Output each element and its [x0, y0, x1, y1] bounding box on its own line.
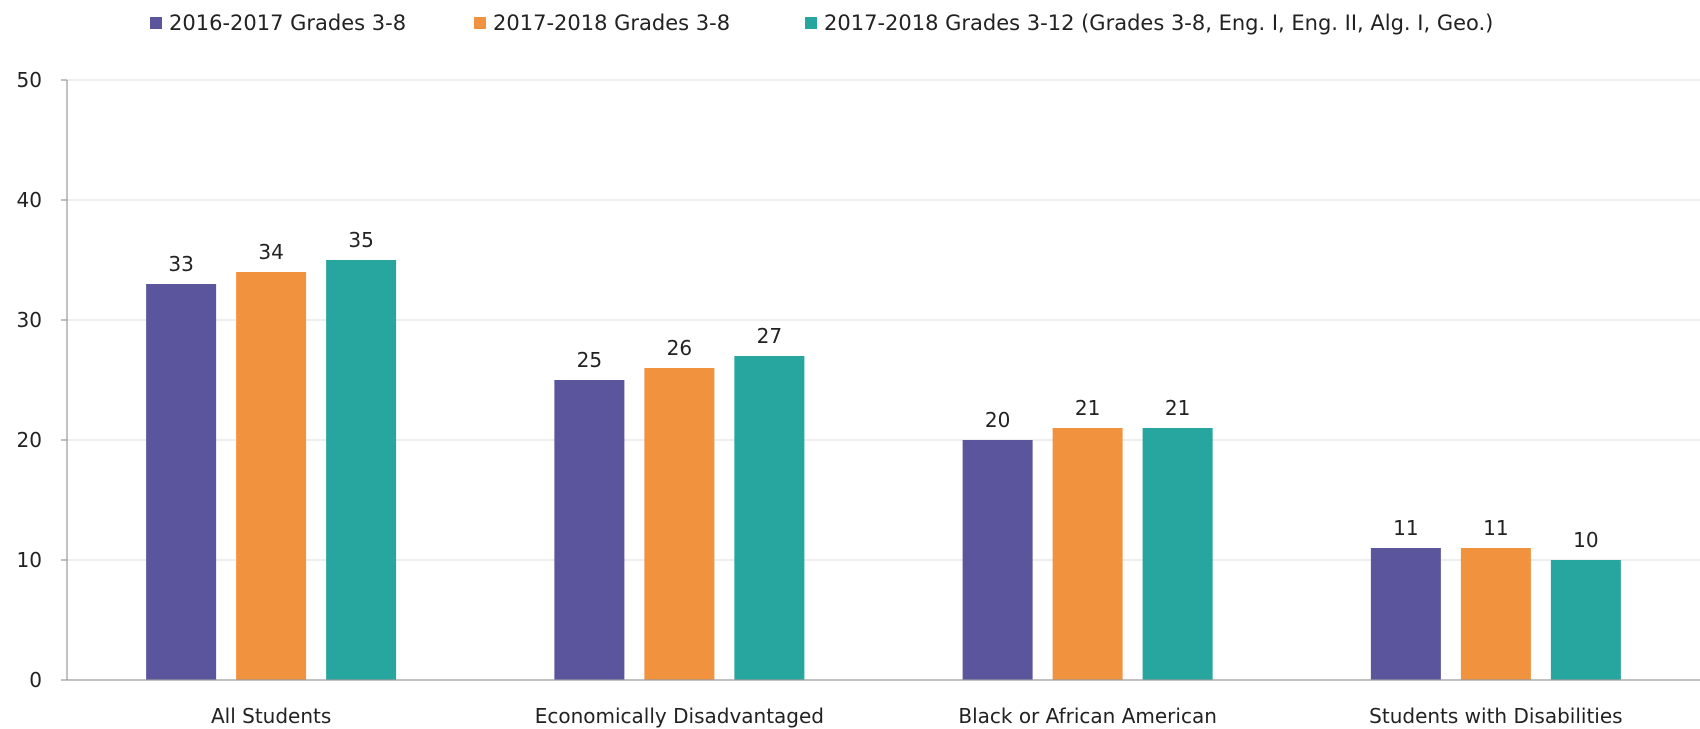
bar-1-series-2	[236, 272, 307, 680]
legend-label-series-3: 2017-2018 Grades 3-12 (Grades 3-8, Eng. …	[824, 11, 1494, 35]
bars	[146, 260, 1621, 680]
x-axis: All Students Economically Disadvantaged Bl…	[67, 679, 1700, 728]
data-label-3-series-2: 21	[1075, 396, 1100, 420]
data-label-3-series-3: 21	[1165, 396, 1190, 420]
data-label-4-series-3: 10	[1573, 528, 1598, 552]
data-labels: 33 34 35 25 26 27 20 21 21 11 11 10	[168, 228, 1598, 552]
legend-item-series-3: 2017-2018 Grades 3-12 (Grades 3-8, Eng. …	[805, 6, 1493, 40]
bar-4-series-3	[1550, 560, 1621, 680]
data-label-4-series-1: 11	[1393, 516, 1418, 540]
bar-4-series-1	[1370, 548, 1441, 680]
bar-2-series-1	[554, 380, 625, 680]
gridlines	[67, 79, 1700, 561]
bar-2-series-2	[644, 368, 715, 680]
bar-3-series-1	[962, 440, 1033, 680]
data-label-4-series-2: 11	[1483, 516, 1508, 540]
data-label-1-series-3: 35	[348, 228, 373, 252]
y-tick-label-50: 50	[17, 68, 42, 92]
data-label-2-series-1: 25	[577, 348, 602, 372]
legend-item-series-1: 2016-2017 Grades 3-8	[150, 6, 406, 40]
y-tick-label-40: 40	[17, 188, 42, 212]
legend-swatch-series-3	[805, 17, 817, 29]
chart-legend: 2016-2017 Grades 3-8 2017-2018 Grades 3-…	[0, 6, 1700, 40]
x-tick-label-2: Economically Disadvantaged	[535, 704, 824, 728]
bar-1-series-3	[326, 260, 397, 680]
y-axis: 0 10 20 30 40 50	[17, 68, 68, 692]
bar-4-series-2	[1460, 548, 1531, 680]
bar-1-series-1	[146, 284, 217, 680]
data-label-1-series-2: 34	[258, 240, 283, 264]
x-tick-label-1: All Students	[211, 704, 331, 728]
bar-3-series-2	[1052, 428, 1123, 680]
y-tick-label-10: 10	[17, 548, 42, 572]
y-tick-label-0: 0	[29, 668, 42, 692]
y-tick-label-20: 20	[17, 428, 42, 452]
x-tick-label-3: Black or African American	[958, 704, 1217, 728]
y-tick-label-30: 30	[17, 308, 42, 332]
x-tick-label-4: Students with Disabilities	[1369, 704, 1622, 728]
legend-swatch-series-2	[474, 17, 486, 29]
data-label-2-series-3: 27	[757, 324, 782, 348]
legend-label-series-2: 2017-2018 Grades 3-8	[493, 11, 731, 35]
legend-label-series-1: 2016-2017 Grades 3-8	[169, 11, 407, 35]
data-label-3-series-1: 20	[985, 408, 1010, 432]
data-label-1-series-1: 33	[168, 252, 193, 276]
data-label-2-series-2: 26	[667, 336, 692, 360]
legend-swatch-series-1	[150, 17, 162, 29]
bar-2-series-3	[734, 356, 805, 680]
bar-3-series-3	[1142, 428, 1213, 680]
legend-item-series-2: 2017-2018 Grades 3-8	[474, 6, 730, 40]
